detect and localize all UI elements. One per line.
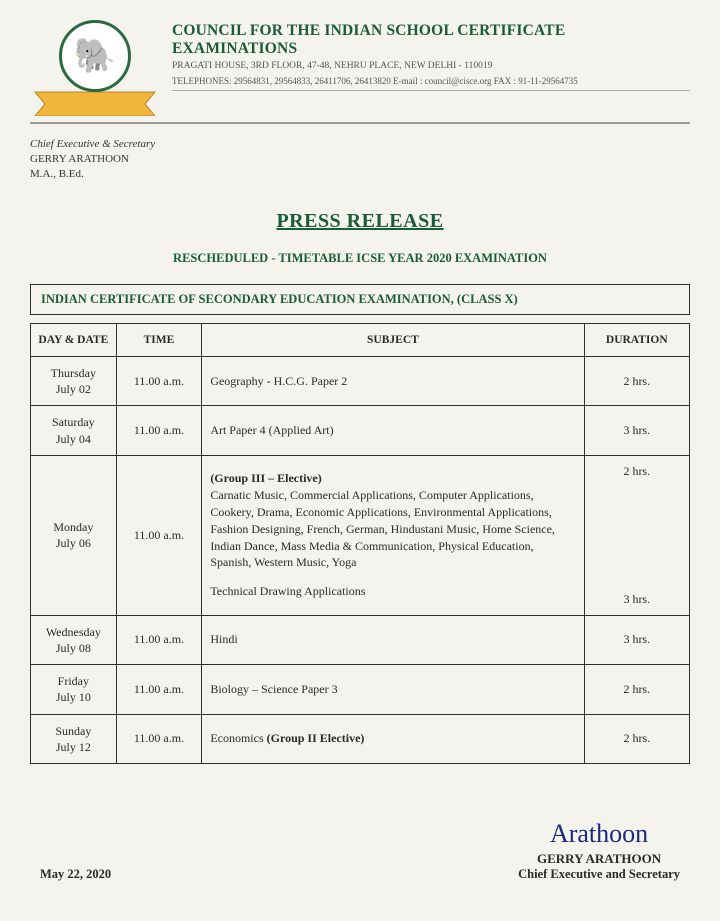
org-name: COUNCIL FOR THE INDIAN SCHOOL CERTIFICAT… <box>172 22 690 58</box>
cell-duration: 2 hrs. <box>584 357 689 406</box>
cell-subject: Hindi <box>202 615 584 664</box>
letterhead: 🐘 COUNCIL FOR THE INDIAN SCHOOL CERTIFIC… <box>30 20 690 124</box>
cell-duration: 3 hrs. <box>584 615 689 664</box>
cell-subject: Art Paper 4 (Applied Art) <box>202 406 584 455</box>
cell-time: 11.00 a.m. <box>116 357 202 406</box>
cell-time: 11.00 a.m. <box>116 615 202 664</box>
th-subject: SUBJECT <box>202 324 584 357</box>
table-row: Sunday July 12 11.00 a.m. Economics (Gro… <box>31 714 690 763</box>
document-subhead: RESCHEDULED - TIMETABLE ICSE YEAR 2020 E… <box>30 251 690 266</box>
cell-daydate: Friday July 10 <box>31 665 117 714</box>
subject-prefix: Economics <box>210 731 266 745</box>
table-row: Friday July 10 11.00 a.m. Biology – Scie… <box>31 665 690 714</box>
cell-daydate: Monday July 06 <box>31 455 117 615</box>
group-body: Carnatic Music, Commercial Applications,… <box>210 488 555 569</box>
officer-name: GERRY ARATHOON <box>30 153 690 165</box>
cell-daydate: Wednesday July 08 <box>31 615 117 664</box>
council-logo-icon: 🐘 <box>59 20 131 92</box>
cell-time: 11.00 a.m. <box>116 455 202 615</box>
table-header-row: DAY & DATE TIME SUBJECT DURATION <box>31 324 690 357</box>
signatory-name: GERRY ARATHOON <box>518 851 680 867</box>
timetable: DAY & DATE TIME SUBJECT DURATION Thursda… <box>30 323 690 764</box>
day-label: Wednesday <box>46 625 101 639</box>
duration-bottom: 3 hrs. <box>585 592 689 607</box>
date-label: July 12 <box>56 740 91 754</box>
org-contact: TELEPHONES: 29564831, 29564833, 26411706… <box>172 76 690 91</box>
day-label: Monday <box>53 520 93 534</box>
date-label: July 04 <box>56 432 91 446</box>
cell-duration: 2 hrs. <box>584 665 689 714</box>
signature-block: Arathoon GERRY ARATHOON Chief Executive … <box>518 819 680 882</box>
cell-subject: Geography - H.C.G. Paper 2 <box>202 357 584 406</box>
group-title: (Group III – Elective) <box>210 471 321 485</box>
day-label: Sunday <box>55 724 91 738</box>
officer-quals: M.A., B.Ed. <box>30 168 690 180</box>
cell-time: 11.00 a.m. <box>116 406 202 455</box>
cell-subject: (Group III – Elective) Carnatic Music, C… <box>202 455 584 615</box>
cell-duration: 3 hrs. <box>584 406 689 455</box>
table-row: Monday July 06 11.00 a.m. (Group III – E… <box>31 455 690 615</box>
th-daydate: DAY & DATE <box>31 324 117 357</box>
date-label: July 02 <box>56 382 91 396</box>
handwritten-signature: Arathoon <box>518 819 680 849</box>
table-row: Saturday July 04 11.00 a.m. Art Paper 4 … <box>31 406 690 455</box>
day-label: Friday <box>58 674 89 688</box>
table-row: Wednesday July 08 11.00 a.m. Hindi 3 hrs… <box>31 615 690 664</box>
cell-subject: Biology – Science Paper 3 <box>202 665 584 714</box>
logo-column: 🐘 <box>30 20 160 116</box>
cell-time: 11.00 a.m. <box>116 665 202 714</box>
signatory-title: Chief Executive and Secretary <box>518 867 680 882</box>
document-footer: May 22, 2020 Arathoon GERRY ARATHOON Chi… <box>30 819 690 882</box>
tech-drawing-line: Technical Drawing Applications <box>210 583 575 600</box>
officer-role: Chief Executive & Secretary <box>30 138 690 150</box>
header-text: COUNCIL FOR THE INDIAN SCHOOL CERTIFICAT… <box>172 20 690 116</box>
org-address: PRAGATI HOUSE, 3RD FLOOR, 47-48, NEHRU P… <box>172 61 690 71</box>
press-release-title: PRESS RELEASE <box>30 210 690 233</box>
day-label: Thursday <box>51 366 96 380</box>
subject-bold: (Group II Elective) <box>267 731 365 745</box>
cell-daydate: Sunday July 12 <box>31 714 117 763</box>
th-duration: DURATION <box>584 324 689 357</box>
day-label: Saturday <box>52 415 95 429</box>
cell-daydate: Saturday July 04 <box>31 406 117 455</box>
cell-time: 11.00 a.m. <box>116 714 202 763</box>
date-label: July 06 <box>56 536 91 550</box>
duration-top: 2 hrs. <box>585 464 689 479</box>
cell-duration: 2 hrs. <box>584 714 689 763</box>
certificate-bar: INDIAN CERTIFICATE OF SECONDARY EDUCATIO… <box>30 284 690 315</box>
cell-duration: 2 hrs. 3 hrs. <box>584 455 689 615</box>
officer-block: Chief Executive & Secretary GERRY ARATHO… <box>30 138 690 180</box>
date-label: July 08 <box>56 641 91 655</box>
issue-date: May 22, 2020 <box>40 867 111 882</box>
table-row: Thursday July 02 11.00 a.m. Geography - … <box>31 357 690 406</box>
cell-daydate: Thursday July 02 <box>31 357 117 406</box>
date-label: July 10 <box>56 690 91 704</box>
cell-subject: Economics (Group II Elective) <box>202 714 584 763</box>
th-time: TIME <box>116 324 202 357</box>
